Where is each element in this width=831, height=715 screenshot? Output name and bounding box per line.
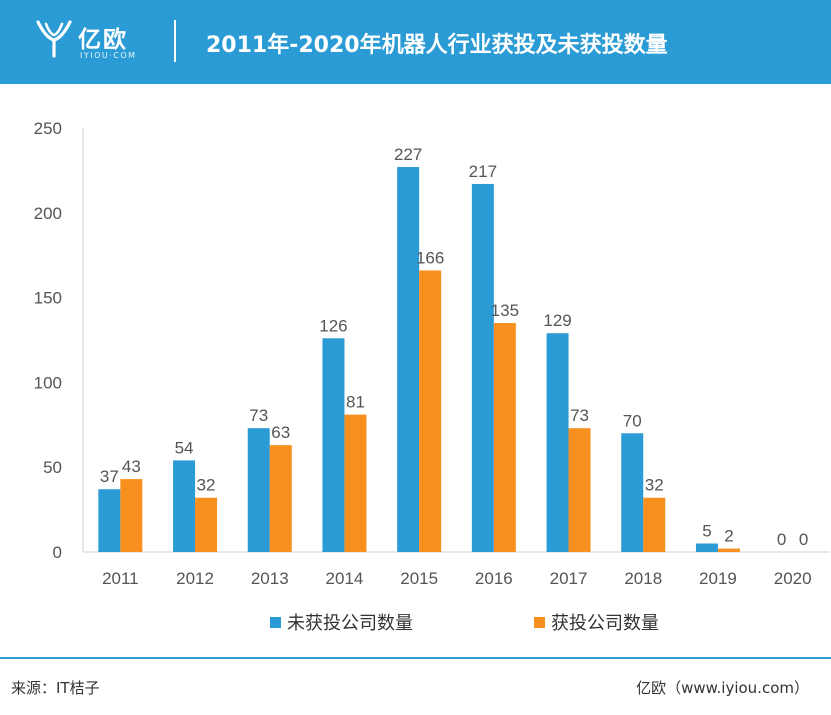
- data-label: 217: [469, 162, 497, 181]
- chart-title: 2011年-2020年机器人行业获投及未获投数量: [206, 33, 668, 58]
- data-label: 166: [416, 248, 444, 267]
- data-label: 0: [777, 530, 786, 549]
- yiou-logo-icon: [36, 20, 72, 58]
- data-label: 126: [319, 316, 347, 335]
- bar-unfunded: [173, 460, 196, 552]
- bar-unfunded: [695, 543, 718, 552]
- bar-unfunded: [247, 428, 270, 552]
- bar-funded: [344, 414, 367, 552]
- brand-name: 亿欧: [78, 27, 128, 53]
- legend: 未获投公司数量 获投公司数量: [270, 613, 659, 634]
- y-tick-label: 0: [53, 543, 62, 562]
- legend-swatch: [534, 617, 545, 628]
- bar-unfunded: [98, 489, 121, 552]
- y-tick-label: 50: [43, 458, 62, 477]
- bar-funded: [120, 479, 143, 552]
- bar-unfunded: [546, 333, 569, 552]
- y-axis-labels: 0 50 100 150 200 250: [34, 119, 62, 562]
- data-label: 135: [491, 301, 519, 320]
- source-note: 来源：IT桔子: [11, 679, 100, 697]
- bar-funded: [717, 548, 740, 552]
- x-tick-label: 2019: [699, 569, 737, 588]
- header-banner: 亿欧 IYIOU·COM 2011年-2020年机器人行业获投及未获投数量: [0, 0, 831, 84]
- y-tick-label: 100: [34, 373, 62, 392]
- data-label: 43: [122, 457, 141, 476]
- header-divider: [174, 20, 176, 62]
- x-tick-label: 2020: [774, 569, 812, 588]
- data-label: 0: [799, 530, 808, 549]
- footer-divider: [0, 657, 831, 659]
- data-label: 73: [249, 406, 268, 425]
- brand-logo: 亿欧 IYIOU·COM: [34, 14, 154, 70]
- data-label: 81: [346, 393, 365, 412]
- x-tick-label: 2011: [102, 569, 139, 588]
- bar-funded: [568, 428, 591, 552]
- x-tick-label: 2018: [624, 569, 662, 588]
- x-tick-label: 2013: [251, 569, 289, 588]
- bar-unfunded: [322, 338, 345, 552]
- data-label: 63: [271, 423, 290, 442]
- credit-note: 亿欧（www.iyiou.com）: [636, 679, 809, 697]
- bars: [98, 167, 740, 552]
- bar-funded: [493, 323, 516, 552]
- x-tick-label: 2012: [176, 569, 214, 588]
- data-label: 227: [394, 145, 422, 164]
- x-tick-label: 2015: [400, 569, 438, 588]
- x-axis-labels: 2011 2012 2013 2014 2015 2016 2017 2018 2019 2020: [102, 569, 811, 588]
- y-tick-label: 200: [34, 204, 62, 223]
- data-label: 2: [724, 527, 733, 546]
- y-tick-label: 250: [34, 119, 62, 138]
- brand-subtitle: IYIOU·COM: [80, 51, 137, 60]
- data-label: 32: [645, 476, 664, 495]
- x-tick-label: 2014: [326, 569, 364, 588]
- bar-unfunded: [471, 183, 494, 552]
- bar-funded: [269, 445, 292, 552]
- data-label: 32: [197, 476, 216, 495]
- x-tick-label: 2016: [475, 569, 513, 588]
- bar-funded: [643, 497, 666, 552]
- data-label: 73: [570, 406, 589, 425]
- legend-label: 获投公司数量: [551, 613, 659, 634]
- bar-unfunded: [621, 433, 644, 552]
- data-label: 129: [543, 311, 571, 330]
- legend-label: 未获投公司数量: [287, 613, 413, 634]
- data-label: 70: [623, 411, 642, 430]
- data-label: 37: [100, 467, 119, 486]
- bar-unfunded: [397, 167, 420, 552]
- bar-funded: [419, 270, 442, 552]
- data-label: 5: [702, 522, 711, 541]
- x-tick-label: 2017: [550, 569, 588, 588]
- legend-swatch: [270, 617, 281, 628]
- data-label: 54: [175, 438, 194, 457]
- bar-funded: [195, 497, 218, 552]
- y-tick-label: 150: [34, 289, 62, 308]
